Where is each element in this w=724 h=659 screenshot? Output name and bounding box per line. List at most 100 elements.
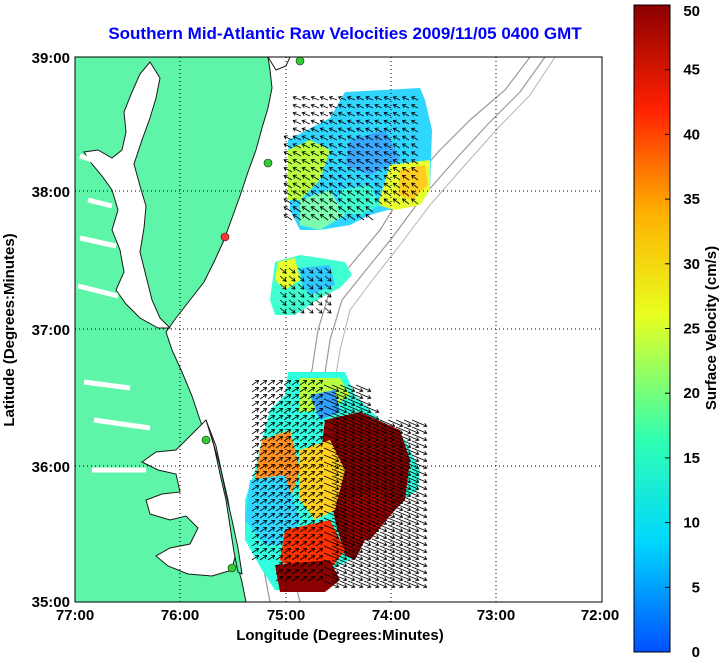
velocity-arrow [315,506,324,512]
velocity-arrow [371,482,388,491]
velocity-arrow [356,119,365,125]
velocity-arrow [371,573,388,582]
velocity-arrow [259,429,268,435]
velocity-arrow [275,450,284,456]
velocity-arrow [328,198,338,205]
velocity-arrow [339,503,356,512]
velocity-arrow [371,433,388,442]
velocity-arrow [347,461,364,470]
velocity-arrow [292,135,302,141]
velocity-arrow [319,111,329,117]
velocity-arrow [299,562,308,568]
velocity-arrow [411,447,428,456]
colorbar-label: Surface Velocity (cm/s) [703,246,720,410]
velocity-arrow [339,461,356,470]
velocity-arrow [339,496,356,505]
velocity-arrow [251,380,260,386]
velocity-arrow [363,559,380,568]
velocity-arrow [392,127,401,133]
velocity-arrow [292,166,302,173]
velocity-arrow [374,135,383,141]
velocity-arrow [403,566,420,575]
velocity-arrow [291,394,300,400]
velocity-arrow [365,95,374,101]
velocity-arrow [307,548,316,554]
velocity-arrow [331,419,348,428]
velocity-arrow [347,119,356,125]
velocity-arrow [251,450,260,456]
velocity-arrow [387,566,404,575]
velocity-arrow [291,450,300,456]
velocity-arrow [292,127,302,133]
velocity-arrow [306,299,314,306]
velocity-arrow [251,478,260,484]
velocity-arrow [347,419,364,428]
velocity-arrow [383,174,392,181]
velocity-arrow [411,119,419,125]
velocity-arrow [403,482,420,491]
velocity-arrow [355,566,372,575]
velocity-arrow [379,440,396,449]
velocity-arrow [411,496,428,505]
velocity-arrow [355,482,372,491]
velocity-arrow [411,468,428,477]
velocity-arrow [251,520,260,526]
velocity-arrow [347,391,364,400]
velocity-arrow [347,433,364,442]
velocity-arrow [319,95,329,101]
velocity-arrow [356,206,365,213]
velocity-arrow [383,143,392,149]
velocity-arrow [374,198,383,205]
velocity-arrow [299,457,308,463]
velocity-arrow [331,517,348,526]
velocity-arrow [339,412,356,421]
velocity-arrow [306,307,314,314]
velocity-arrow [411,96,419,101]
velocity-arrow [392,198,401,205]
velocity-arrow [374,174,383,181]
velocity-arrow [411,174,419,181]
velocity-arrow [283,143,293,149]
velocity-arrow [307,506,316,512]
velocity-arrow [355,391,372,400]
velocity-arrow [383,103,392,109]
velocity-arrow [291,562,300,568]
velocity-arrow [297,307,305,314]
velocity-arrow [291,576,300,582]
velocity-arrow [292,119,302,125]
velocity-arrow [323,580,340,589]
velocity-arrow [275,548,284,554]
velocity-arrow [355,468,372,477]
velocity-arrow [259,534,268,540]
velocity-arrow [365,143,374,149]
x-tick-label: 77:00 [56,607,94,624]
velocity-arrow [251,541,260,547]
velocity-arrow [328,103,338,109]
velocity-arrow [283,555,292,561]
velocity-arrow [331,384,348,393]
velocity-arrow [355,524,372,533]
velocity-arrow [347,206,356,213]
velocity-arrow [355,384,372,393]
velocity-arrow [339,559,356,568]
velocity-arrow [267,457,276,463]
colorbar-gradient [633,4,671,653]
velocity-arrow [323,566,340,575]
velocity-arrow [374,159,383,165]
velocity-arrow [403,419,420,428]
velocity-arrow [347,468,364,477]
velocity-arrow [355,412,372,421]
velocity-arrow [337,135,347,141]
velocity-arrow [371,566,388,575]
velocity-arrow [379,580,396,589]
velocity-arrow [363,489,380,498]
velocity-arrow [363,496,380,505]
velocity-arrow [259,471,268,477]
velocity-arrow [291,520,300,526]
velocity-arrow [339,566,356,575]
velocity-arrow [337,182,347,189]
velocity-arrow [365,182,374,189]
velocity-arrow [283,151,293,157]
velocity-arrow [363,580,380,589]
velocity-arrow [347,475,364,484]
